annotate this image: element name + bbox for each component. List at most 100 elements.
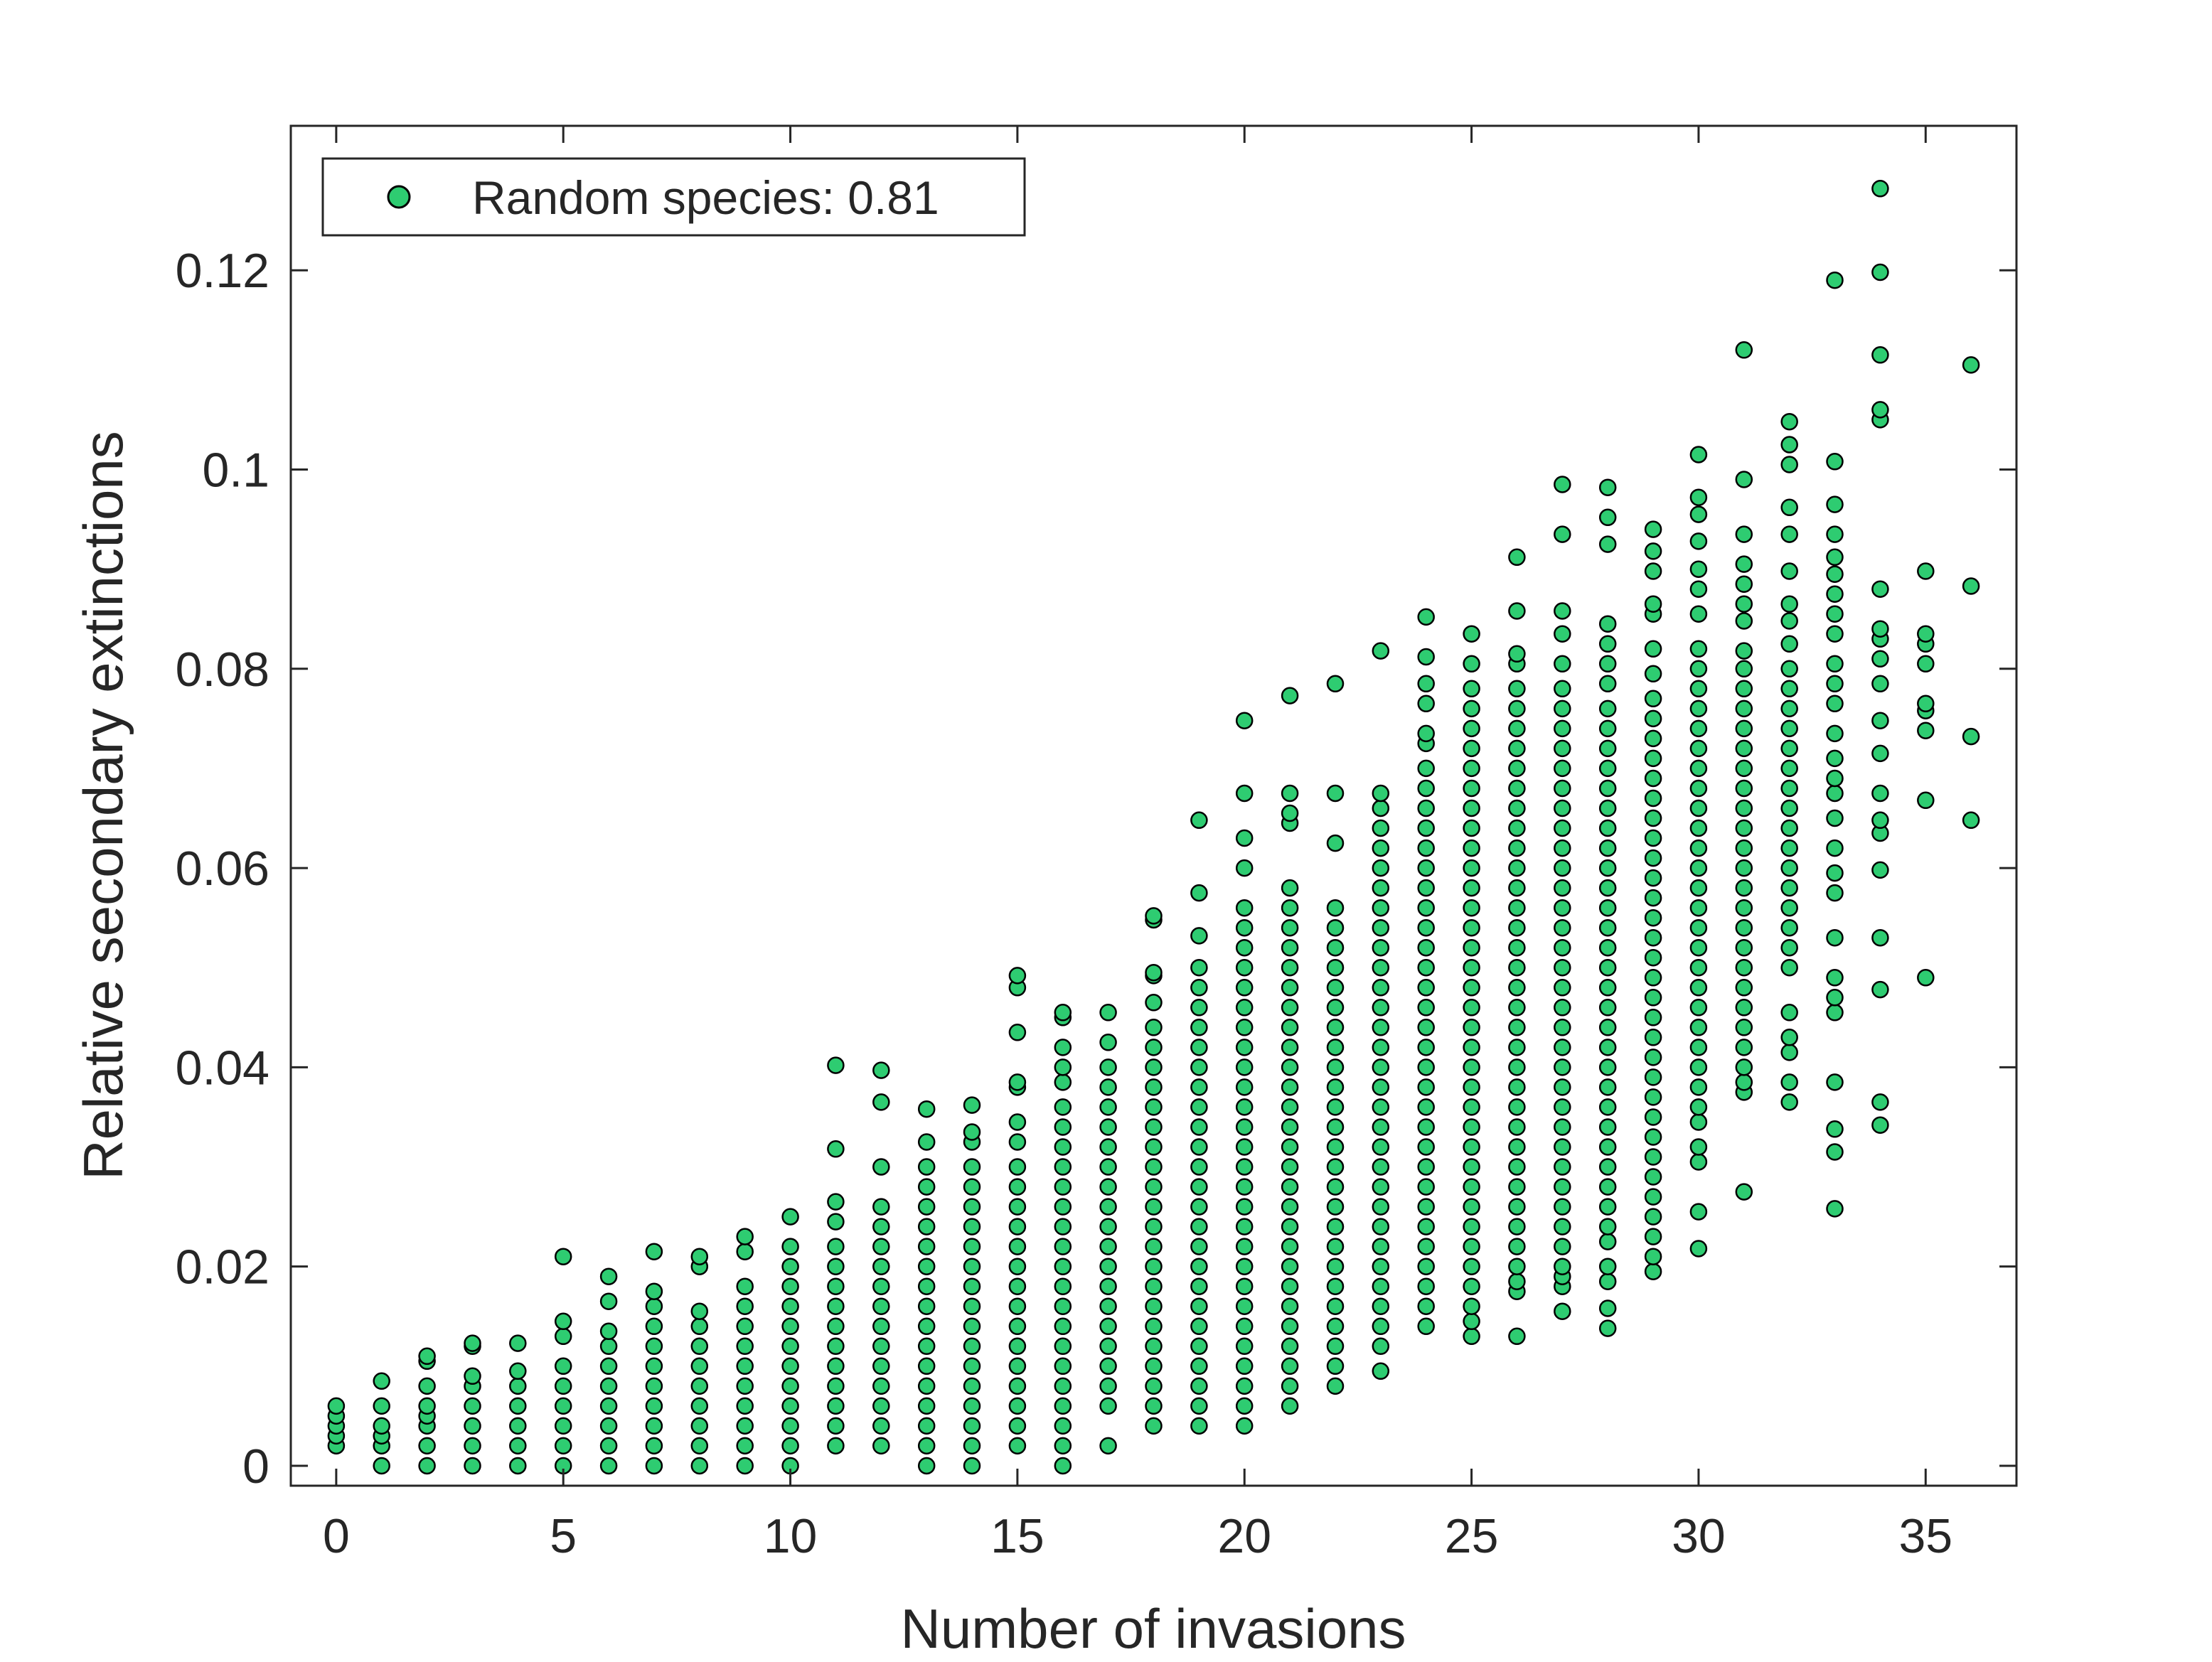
data-point [963,1198,981,1216]
data-point [1326,918,1345,937]
data-point [599,1337,618,1356]
data-point [1644,1009,1662,1026]
data-point [1689,799,1708,817]
data-point [1145,1039,1163,1056]
data-point [1780,498,1798,517]
data-point [1598,1198,1617,1216]
data-point [1508,1327,1526,1346]
data-point [1326,1138,1345,1156]
data-point [1326,834,1345,852]
data-point [1780,1073,1798,1091]
data-point [1780,1044,1798,1061]
data-point [1826,271,1844,289]
data-point [1735,819,1753,837]
data-point [1780,839,1798,857]
data-point [781,1297,799,1315]
data-point [1281,1198,1299,1216]
data-point [1508,548,1526,567]
data-point [1644,665,1662,683]
data-point [1826,695,1844,713]
x-tick-label: 25 [1445,1509,1499,1563]
data-point [1826,1120,1844,1138]
data-point [917,1417,936,1435]
data-point [1598,1178,1617,1196]
data-point [645,1337,663,1356]
data-point [917,1178,936,1196]
data-point [1735,525,1753,543]
data-point [872,1377,890,1395]
data-point [1826,864,1844,882]
data-point [1190,1118,1208,1136]
data-point [1235,1158,1254,1176]
data-point [1281,784,1299,803]
data-point [1826,625,1844,643]
data-point [1417,1178,1435,1196]
data-point [690,1377,709,1395]
data-point [1463,1138,1480,1156]
data-point [872,1357,890,1376]
data-point [1372,918,1390,937]
data-point [1689,1138,1708,1156]
data-point [1417,724,1435,743]
data-point [1417,648,1435,666]
data-point [1598,958,1617,977]
data-point [1463,625,1480,643]
data-point [1235,1078,1254,1096]
data-point [1780,879,1798,897]
data-point [1689,819,1708,837]
data-point [1826,884,1844,902]
data-point [1145,1258,1163,1275]
data-point [1689,1039,1708,1056]
data-point [1826,548,1844,567]
data-point [963,1096,981,1114]
data-point [1281,999,1299,1017]
data-point [1372,1238,1390,1255]
data-point [1826,839,1844,857]
data-point [1554,1138,1571,1156]
data-point [872,1093,890,1111]
data-point [464,1367,481,1385]
data-point [1554,1178,1571,1196]
data-point [1326,1238,1345,1255]
x-tick-label: 20 [1217,1509,1271,1563]
data-point [1235,1138,1254,1156]
data-point [1281,1138,1299,1156]
data-point [1689,719,1708,738]
data-point [1644,889,1662,907]
data-point [1826,495,1844,513]
data-point [1644,749,1662,768]
data-point [1326,1118,1345,1136]
data-point [1463,958,1480,977]
data-point [1463,680,1480,698]
data-point [1871,1093,1889,1111]
data-point [1326,1198,1345,1216]
data-point [1008,1198,1027,1216]
data-point [1871,861,1889,879]
data-point [1463,979,1480,997]
data-point [1008,1357,1027,1376]
data-point [1780,660,1798,678]
data-point [1826,565,1844,583]
data-point [1326,675,1345,693]
data-point [1871,980,1889,999]
data-point [1417,819,1435,837]
data-point [1190,1377,1208,1395]
data-point [1780,595,1798,613]
data-point [1281,979,1299,997]
data-point [509,1377,527,1395]
data-point [1644,1108,1662,1126]
data-point [1417,1078,1435,1096]
data-point [1235,1277,1254,1295]
data-point [1235,859,1254,877]
data-point [1417,1138,1435,1156]
data-point [1554,680,1571,698]
data-point [1099,1397,1117,1415]
data-point [1235,1258,1254,1275]
data-point [1689,1113,1708,1131]
data-point [1372,1019,1390,1036]
x-tick-label: 30 [1672,1509,1726,1563]
data-point [1372,999,1390,1017]
data-point [1689,1058,1708,1076]
data-point [554,1417,572,1435]
